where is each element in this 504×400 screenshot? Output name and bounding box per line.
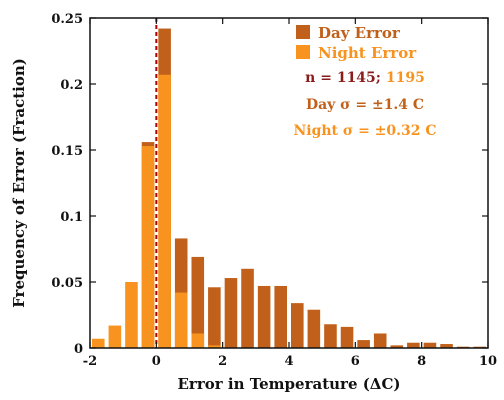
day-error-bar xyxy=(357,340,370,348)
y-tick-label: 0.15 xyxy=(51,144,83,159)
night-sigma-annotation: Night σ = ±0.32 C xyxy=(293,123,436,139)
day-error-bar xyxy=(191,256,205,348)
legend-swatch-night xyxy=(296,45,310,59)
x-axis-title: Error in Temperature (ΔC) xyxy=(178,375,401,393)
day-error-bar xyxy=(390,345,404,348)
day-error-bar xyxy=(407,342,420,348)
x-tick-label: 6 xyxy=(351,354,360,369)
day-error-bar xyxy=(307,309,321,348)
y-tick-label: 0.2 xyxy=(60,78,83,93)
night-error-bar xyxy=(191,333,205,348)
day-error-bar xyxy=(257,285,271,348)
legend-swatch-day xyxy=(296,25,310,39)
sample-size-night: 1195 xyxy=(386,70,425,86)
day-error-bar xyxy=(324,324,337,348)
day-error-bar xyxy=(423,342,437,348)
day-error-bar xyxy=(440,344,453,348)
day-sigma-annotation: Day σ = ±1.4 C xyxy=(306,97,424,113)
x-tick-label: 8 xyxy=(417,354,426,369)
day-error-bar xyxy=(208,287,221,348)
night-error-bar xyxy=(92,338,105,348)
y-tick-label: 0 xyxy=(74,342,83,357)
day-error-bar xyxy=(291,303,304,348)
x-tick-label: 2 xyxy=(218,354,227,369)
night-error-bar xyxy=(158,74,171,348)
legend-label-day: Day Error xyxy=(318,24,401,42)
day-error-bar xyxy=(274,285,287,348)
y-tick-label: 0.05 xyxy=(51,276,83,291)
legend-label-night: Night Error xyxy=(318,44,417,62)
day-error-bar xyxy=(224,278,238,348)
night-error-bar xyxy=(208,345,221,348)
day-error-bar xyxy=(241,268,254,348)
y-tick-label: 0.1 xyxy=(60,210,83,225)
x-tick-label: -2 xyxy=(83,354,97,369)
day-error-bar xyxy=(373,333,387,348)
x-tick-label: 0 xyxy=(152,354,161,369)
sample-size-annotation: n = 1145; 1195 xyxy=(305,70,425,86)
day-error-bar xyxy=(340,326,354,348)
bars-layer xyxy=(92,28,486,349)
legend: Day Error Night Error xyxy=(296,24,417,62)
x-tick-label: 10 xyxy=(479,354,497,369)
sample-size-day: n = 1145; xyxy=(305,70,386,86)
night-error-bar xyxy=(141,146,155,348)
y-axis-title: Frequency of Error (Fraction) xyxy=(10,58,28,308)
night-error-bar xyxy=(108,325,122,348)
x-tick-label: 4 xyxy=(284,354,293,369)
y-tick-label: 0.25 xyxy=(51,12,83,27)
night-error-bar xyxy=(174,292,188,348)
night-error-bar xyxy=(125,282,138,348)
